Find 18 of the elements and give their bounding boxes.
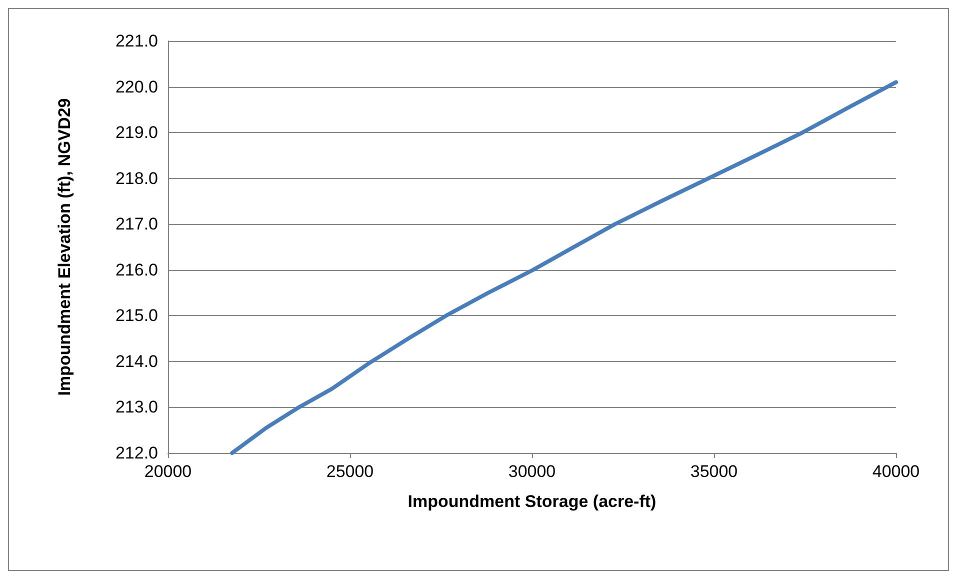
y-axis-title: Impoundment Elevation (ft), NGVD29 (55, 98, 74, 396)
x-tick-label: 20000 (144, 462, 192, 481)
x-tick-label: 25000 (326, 462, 374, 481)
x-tick-label: 35000 (690, 462, 738, 481)
y-tick-label: 214.0 (115, 352, 158, 371)
x-tick-label: 40000 (872, 462, 920, 481)
x-tick-label: 30000 (508, 462, 556, 481)
y-tick-label: 216.0 (115, 260, 158, 280)
y-tick-label: 219.0 (115, 123, 158, 142)
y-tick-label: 213.0 (115, 398, 158, 417)
x-axis-title: Impoundment Storage (acre-ft) (408, 492, 656, 511)
y-tick-label: 220.0 (115, 77, 158, 96)
line-series (230, 80, 898, 455)
y-tick-label: 221.0 (115, 32, 158, 50)
y-tick-label: 215.0 (115, 306, 158, 326)
y-tick-label: 212.0 (115, 444, 158, 462)
y-tick-label: 218.0 (115, 168, 158, 188)
y-tick-label: 217.0 (115, 214, 158, 234)
